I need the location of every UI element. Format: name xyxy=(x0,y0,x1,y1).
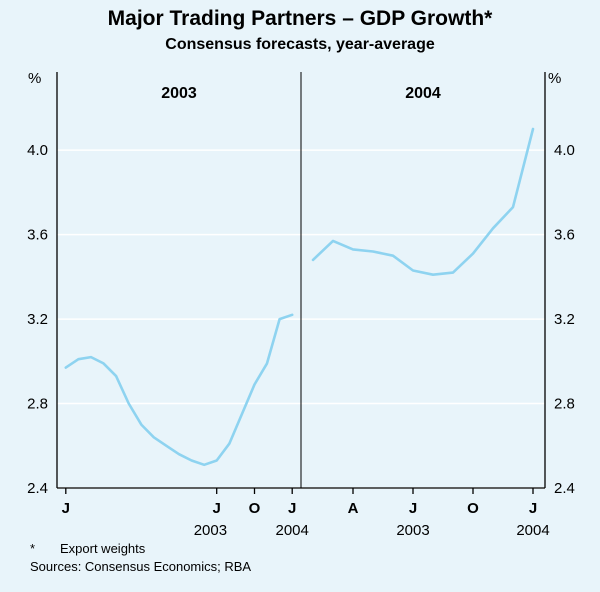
y-tick-label-right: 2.8 xyxy=(554,396,575,413)
y-axis-unit-right: % xyxy=(548,70,562,87)
x-tick-label: A xyxy=(348,500,359,517)
x-tick-label: O xyxy=(467,500,479,517)
y-tick-label-left: 4.0 xyxy=(27,142,48,159)
x-year-label: 2004 xyxy=(276,522,309,539)
y-tick-label-left: 3.2 xyxy=(27,311,48,328)
y-tick-label-right: 3.2 xyxy=(554,311,575,328)
sources-line: Sources: Consensus Economics; RBA xyxy=(30,559,252,574)
y-tick-label-right: 4.0 xyxy=(554,142,575,159)
panel-label: 2003 xyxy=(161,85,197,102)
chart-subtitle: Consensus forecasts, year-average xyxy=(165,36,435,53)
footnote: * Export weights xyxy=(30,541,145,556)
footnote-marker: * xyxy=(30,541,36,556)
x-year-label: 2003 xyxy=(396,522,429,539)
y-tick-label-left: 2.8 xyxy=(27,396,48,413)
x-tick-label: O xyxy=(249,500,261,517)
y-tick-label-right: 2.4 xyxy=(554,480,575,497)
x-tick-label: J xyxy=(62,500,70,517)
x-tick-label: J xyxy=(213,500,221,517)
y-tick-label-left: 2.4 xyxy=(27,480,48,497)
x-year-label: 2003 xyxy=(194,522,227,539)
series-line-2004 xyxy=(311,127,535,277)
footnote-text: Export weights xyxy=(60,541,146,556)
chart-title: Major Trading Partners – GDP Growth* xyxy=(107,7,493,30)
x-year-label: 2004 xyxy=(516,522,549,539)
y-tick-label-left: 3.6 xyxy=(27,227,48,244)
y-tick-label-right: 3.6 xyxy=(554,227,575,244)
x-tick-label: J xyxy=(288,500,296,517)
x-tick-label: J xyxy=(529,500,537,517)
x-tick-label: J xyxy=(409,500,417,517)
y-axis-unit-left: % xyxy=(28,70,42,87)
series-line-2003 xyxy=(64,313,294,467)
panel-label: 2004 xyxy=(405,85,441,102)
